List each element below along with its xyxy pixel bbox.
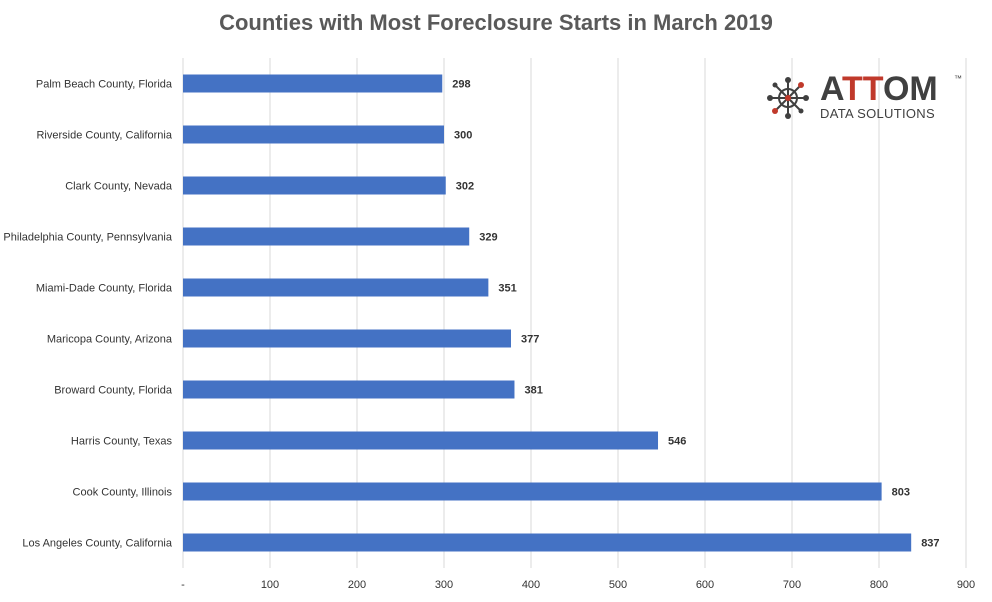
category-label: Cook County, Illinois <box>73 487 173 499</box>
bar <box>183 329 511 348</box>
category-label: Broward County, Florida <box>54 385 173 397</box>
value-label: 329 <box>479 232 497 244</box>
category-label: Clark County, Nevada <box>65 181 173 193</box>
bar <box>183 176 446 195</box>
value-label: 546 <box>668 436 686 448</box>
bar <box>183 533 912 552</box>
x-tick-label: 300 <box>435 579 453 591</box>
bar <box>183 278 489 297</box>
attom-logo: ATTOM ™ DATA SOLUTIONS <box>766 72 966 124</box>
bars <box>183 74 912 552</box>
x-axis-tick-labels: - 100 200 300 400 500 600 700 800 900 <box>181 579 975 591</box>
x-tick-label: 700 <box>783 579 801 591</box>
category-label: Palm Beach County, Florida <box>36 79 173 91</box>
category-label: Miami-Dade County, Florida <box>36 283 173 295</box>
value-label: 377 <box>521 334 539 346</box>
x-tick-label: 200 <box>348 579 366 591</box>
bar <box>183 431 659 450</box>
value-label: 302 <box>456 181 474 193</box>
x-tick-label: 600 <box>696 579 714 591</box>
category-label: Maricopa County, Arizona <box>47 334 173 346</box>
chart-title: Counties with Most Foreclosure Starts in… <box>219 10 773 35</box>
value-label: 298 <box>452 79 470 91</box>
value-label: 300 <box>454 130 472 142</box>
bar <box>183 380 515 399</box>
category-label: Los Angeles County, California <box>22 538 172 550</box>
bar <box>183 227 470 246</box>
value-labels: 298 300 302 329 351 377 381 546 803 837 <box>452 79 939 550</box>
value-label: 803 <box>892 487 910 499</box>
value-label: 351 <box>498 283 516 295</box>
bar <box>183 125 444 144</box>
logo-tagline: DATA SOLUTIONS <box>820 106 935 121</box>
logo-wordmark: ATTOM <box>820 70 938 108</box>
x-tick-label: - <box>181 579 185 591</box>
logo-trademark: ™ <box>954 74 962 83</box>
value-label: 381 <box>524 385 542 397</box>
value-label: 837 <box>921 538 939 550</box>
x-tick-label: 800 <box>870 579 888 591</box>
x-tick-label: 400 <box>522 579 540 591</box>
category-labels: Palm Beach County, Florida Riverside Coun… <box>3 79 172 550</box>
bar <box>183 74 443 93</box>
x-tick-label: 900 <box>957 579 975 591</box>
bar <box>183 482 882 501</box>
category-label: Riverside County, California <box>36 130 172 142</box>
x-tick-label: 500 <box>609 579 627 591</box>
network-icon <box>767 77 809 119</box>
category-label: Harris County, Texas <box>71 436 173 448</box>
x-tick-label: 100 <box>261 579 279 591</box>
category-label: Philadelphia County, Pennsylvania <box>3 232 172 244</box>
